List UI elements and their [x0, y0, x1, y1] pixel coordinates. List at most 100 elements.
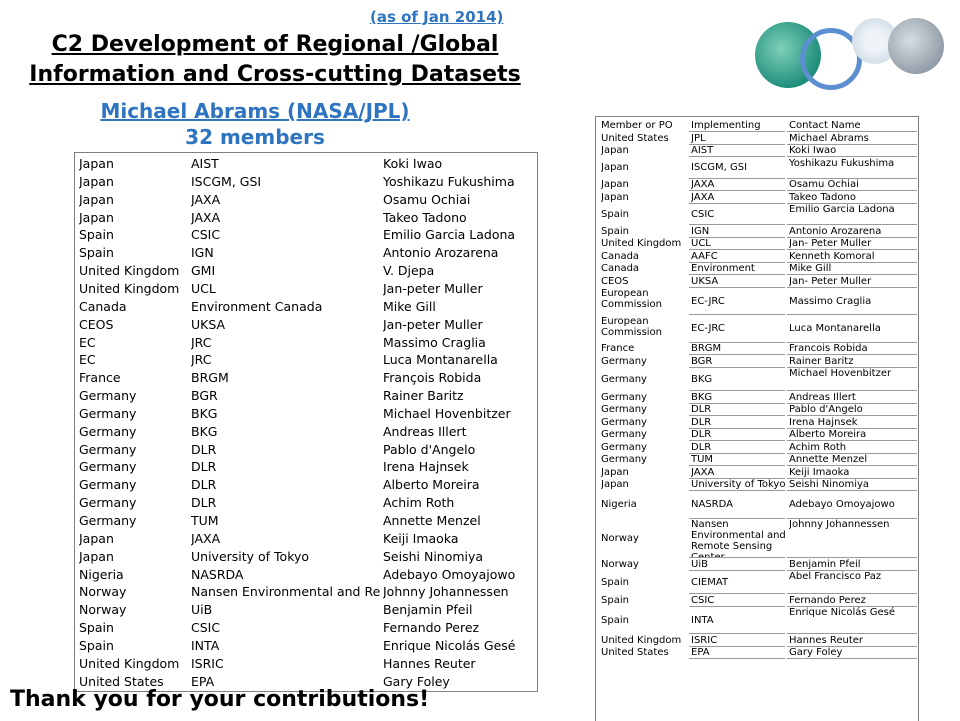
table-row: Spain CSIC Emilio Garcia Ladona	[596, 204, 918, 224]
row-divider	[787, 490, 917, 491]
table-row: United Kingdom ISRIC Hannes Reuter	[75, 655, 537, 673]
member-cell: Spain	[601, 208, 629, 220]
entity-cell: JPL	[691, 132, 706, 144]
row-divider	[689, 402, 785, 404]
row-divider	[787, 274, 917, 275]
row-divider	[689, 605, 785, 607]
member-cell: Germany	[79, 405, 137, 421]
member-cell: United States	[601, 647, 669, 658]
entity-cell: UKSA	[691, 275, 719, 287]
member-cell: European Commission	[601, 315, 663, 338]
contact-cell: Jan- Peter Muller	[789, 238, 872, 249]
member-cell: Norway	[601, 532, 639, 544]
entity-cell: JAXA	[691, 179, 715, 190]
entity-cell: ISCGM, GSI	[191, 173, 262, 189]
contact-cell: Contact Name	[789, 120, 861, 131]
entity-cell: DLR	[191, 441, 217, 457]
entity-cell: Nansen Environmental and Remote Sensing …	[691, 519, 786, 557]
entity-cell: CSIC	[191, 227, 221, 243]
member-cell: Nigeria	[601, 499, 637, 510]
table-row: United States EPA Gary Foley	[596, 647, 918, 658]
row-divider	[787, 477, 917, 479]
circle-ring-shape	[800, 28, 862, 90]
entity-cell: DLR	[691, 416, 712, 428]
member-cell: Germany	[601, 441, 647, 453]
member-cell: CEOS	[79, 316, 114, 332]
row-divider	[689, 190, 785, 191]
row-divider	[787, 224, 917, 225]
member-cell: Japan	[79, 156, 114, 171]
member-cell: Germany	[79, 495, 137, 511]
member-cell: EC	[79, 334, 96, 350]
row-divider	[787, 341, 917, 343]
row-divider	[787, 236, 917, 238]
contact-cell: Jan- Peter Muller	[789, 275, 872, 287]
row-divider	[787, 658, 917, 659]
entity-cell: BKG	[691, 391, 713, 403]
thanks-message: Thank you for your contributions!	[10, 687, 430, 712]
contact-cell: Irena Hajnsek	[789, 416, 858, 428]
row-divider	[787, 593, 917, 594]
member-cell: EC	[79, 352, 96, 368]
member-cell: Canada	[79, 298, 127, 314]
row-divider	[787, 569, 917, 571]
contact-cell: Andreas Illert	[383, 423, 467, 439]
row-divider	[689, 354, 785, 355]
table-row: Spain CSIC Emilio Garcia Ladona	[75, 226, 537, 244]
table-row: Spain IGN Antonio Arozarena	[596, 226, 918, 237]
row-divider	[689, 366, 785, 368]
member-cell: Canada	[601, 250, 640, 262]
member-cell: European Commission	[601, 288, 663, 310]
member-cell: Germany	[601, 454, 647, 465]
row-divider	[689, 440, 785, 441]
contact-cell: Jan-peter Muller	[383, 280, 483, 296]
member-cell: Japan	[79, 548, 114, 564]
table-row: Norway Nansen Environmental and Remote Se…	[596, 519, 918, 557]
table-row: Germany TUM Annette Menzel	[596, 454, 918, 465]
title-line-1: C2 Development of Regional /Global	[51, 32, 499, 57]
entity-cell: DLR	[191, 495, 217, 511]
member-cell: Japan	[601, 162, 629, 173]
member-cell: Japan	[601, 479, 629, 490]
contact-cell: Jan-peter Muller	[383, 316, 483, 332]
entity-cell: CSIC	[191, 620, 221, 636]
entity-cell: IGN	[191, 245, 214, 261]
entity-cell: UKSA	[191, 316, 226, 332]
member-cell: Germany	[601, 429, 647, 440]
left-members-table: Japan AIST Koki Iwao Japan ISCGM, GSI Yoshika…	[74, 152, 538, 692]
contact-cell: Keiji Imaoka	[789, 466, 850, 478]
member-cell: Japan	[601, 466, 629, 478]
table-row: Japan JAXA Osamu Ochiai	[596, 179, 918, 190]
row-divider	[787, 605, 917, 607]
row-divider	[787, 415, 917, 416]
table-row: Nigeria NASRDA Adebayo Omoyajowo	[75, 566, 537, 584]
contact-cell: Emilio Garcia Ladona	[383, 227, 516, 243]
row-divider	[787, 143, 917, 145]
row-divider	[689, 569, 785, 571]
member-cell: Nigeria	[79, 566, 124, 582]
table-row: CEOS UKSA Jan-peter Muller	[75, 316, 537, 334]
contact-cell: V. Djepa	[383, 263, 435, 279]
contact-cell: Enrique Nicolás Gesé	[789, 607, 895, 618]
row-divider	[787, 452, 917, 454]
row-divider	[689, 156, 785, 157]
row-divider	[787, 286, 917, 288]
entity-cell: NASRDA	[191, 566, 244, 582]
entity-cell: UiB	[691, 558, 708, 570]
entity-cell: Environment Canada	[191, 298, 323, 314]
table-row: Japan JAXA Takeo Tadono	[75, 209, 537, 227]
member-cell: Japan	[601, 145, 629, 156]
entity-cell: ISRIC	[191, 655, 224, 671]
row-divider	[689, 415, 785, 416]
contact-cell: Gary Foley	[383, 673, 450, 689]
row-divider	[689, 261, 785, 263]
contact-cell: Mike Gill	[383, 298, 436, 314]
lead-block: Michael Abrams (NASA/JPL) 32 members	[0, 98, 510, 150]
contact-cell: Osamu Ochiai	[789, 179, 859, 190]
row-divider	[787, 354, 917, 355]
table-row: United Kingdom GMI V. Djepa	[75, 262, 537, 280]
entity-cell: CIEMAT	[691, 576, 729, 588]
entity-cell: JRC	[191, 352, 212, 368]
member-cell: Norway	[79, 602, 127, 618]
member-cell: Spain	[601, 614, 629, 626]
